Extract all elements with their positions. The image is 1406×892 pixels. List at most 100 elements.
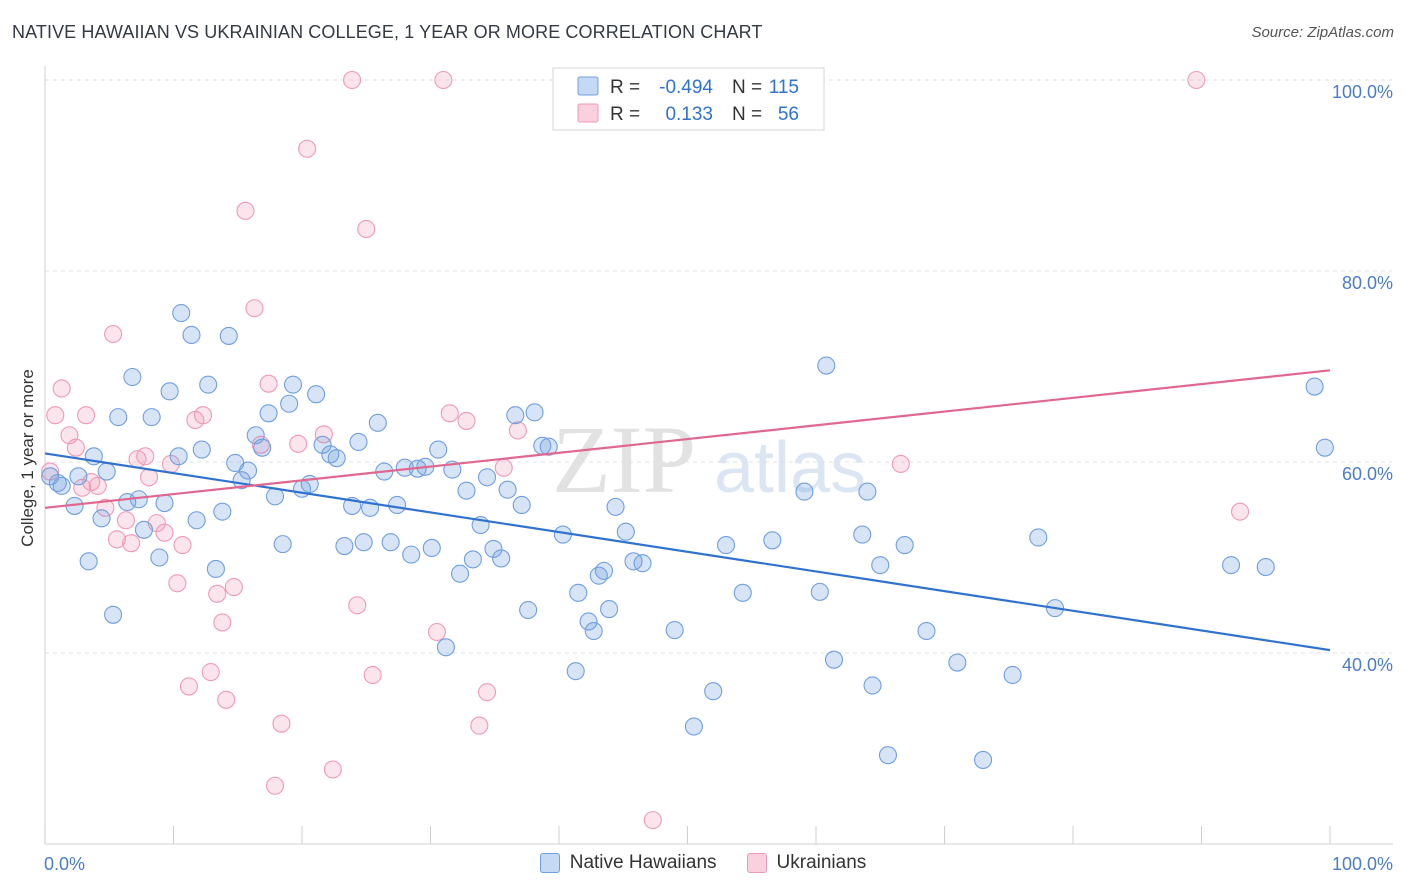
native-hawaiian-point-92 xyxy=(763,531,782,550)
native-hawaiian-point-95 xyxy=(817,356,836,375)
ukrainian-point-53 xyxy=(891,454,910,473)
native-hawaiian-point-111 xyxy=(1315,438,1334,457)
native-hawaiian-point-96 xyxy=(824,650,844,669)
gridlines xyxy=(45,79,1392,654)
ukrainian-point-42 xyxy=(363,665,382,685)
ukrainian-trend-line xyxy=(44,369,1331,509)
ukrainian-point-6 xyxy=(77,406,96,425)
ukrainian-point-34 xyxy=(265,776,285,795)
native-hawaiian-point-77 xyxy=(569,583,588,602)
native-hawaiian-point-25 xyxy=(206,559,225,579)
native-hawaiian-point-24 xyxy=(199,375,218,394)
native-hawaiian-point-41 xyxy=(313,435,332,454)
legend-n-value-1: 115 xyxy=(769,77,799,98)
source-label: Source: ZipAtlas.com xyxy=(1251,24,1394,41)
native-hawaiian-point-49 xyxy=(368,413,387,432)
legend-r-label-2: R = xyxy=(610,104,640,125)
ukrainian-point-11 xyxy=(107,530,127,549)
ukrainian-point-20 xyxy=(168,574,187,593)
native-hawaiian-point-94 xyxy=(810,582,829,601)
native-hawaiian-point-15 xyxy=(142,408,161,427)
native-hawaiian-point-32 xyxy=(253,438,272,457)
ukrainian-point-43 xyxy=(357,219,376,239)
native-hawaiian-point-14 xyxy=(134,520,153,539)
native-hawaiian-point-93 xyxy=(795,482,814,501)
ukrainian-point-28 xyxy=(217,690,236,709)
native-hawaiian-point-8 xyxy=(97,462,116,481)
native-hawaiian-point-12 xyxy=(123,367,142,387)
legend-r-label-1: R = xyxy=(610,77,640,98)
legend-n-value-2: 56 xyxy=(778,104,799,125)
ukrainian-point-52 xyxy=(643,811,662,830)
native-hawaiian-point-52 xyxy=(388,495,407,515)
native-hawaiian-point-4 xyxy=(69,467,88,486)
ukrainian-point-51 xyxy=(508,421,527,440)
ukrainian-point-24 xyxy=(194,406,213,425)
ukrainian-point-27 xyxy=(213,613,232,632)
native-hawaiian-point-87 xyxy=(665,621,684,640)
native-hawaiian-point-66 xyxy=(484,539,503,558)
y-tick-label-100: 100.0% xyxy=(1332,82,1393,102)
native-hawaiian-point-86 xyxy=(633,554,652,573)
native-hawaiian-point-62 xyxy=(457,481,476,500)
native-hawaiian-point-23 xyxy=(192,440,211,459)
ukrainian-point-8 xyxy=(88,476,107,495)
ukrainian-point-36 xyxy=(289,434,308,453)
native-hawaiian-point-17 xyxy=(155,494,174,513)
native-hawaiian-point-71 xyxy=(519,600,538,620)
y-tick-label-60: 60.0% xyxy=(1342,464,1393,484)
native-hawaiian-point-70 xyxy=(512,495,531,515)
legend-item-ukrainians: Ukrainians xyxy=(746,852,866,874)
native-hawaiian-point-82 xyxy=(589,566,608,585)
native-hawaiian-point-21 xyxy=(182,325,201,345)
native-hawaiian-point-27 xyxy=(219,326,238,345)
native-hawaiian-point-76 xyxy=(566,662,585,681)
native-hawaiian-point-81 xyxy=(600,600,619,619)
native-hawaiian-point-78 xyxy=(579,612,598,631)
ukrainian-point-40 xyxy=(343,70,362,90)
native-hawaiian-point-57 xyxy=(422,538,441,558)
native-hawaiian-point-99 xyxy=(863,676,882,695)
native-hawaiian-point-30 xyxy=(238,461,258,480)
ukrainian-point-55 xyxy=(1231,502,1250,521)
ukrainian-point-37 xyxy=(298,139,317,158)
native-hawaiian-point-98 xyxy=(858,482,877,501)
native-hawaiian-point-69 xyxy=(506,406,525,425)
native-hawaiian-point-89 xyxy=(704,682,723,701)
legend-n-label-1: N = xyxy=(732,77,762,98)
legend-r-value-1: -0.494 xyxy=(659,77,713,98)
native-hawaiian-point-106 xyxy=(1003,665,1022,685)
watermark: ZIP atlas xyxy=(552,406,866,513)
ukrainian-point-1 xyxy=(46,406,65,425)
native-hawaiian-point-7 xyxy=(92,509,111,528)
ukrainian-point-12 xyxy=(116,511,136,530)
legend-swatch-ukrainians xyxy=(746,853,767,873)
native-hawaiians-points xyxy=(41,303,1334,770)
ukrainian-point-46 xyxy=(440,404,459,423)
ukrainian-point-54 xyxy=(1187,70,1206,90)
native-hawaiian-point-43 xyxy=(327,449,346,468)
native-hawaiian-point-9 xyxy=(104,605,123,624)
native-hawaiian-point-74 xyxy=(539,437,558,456)
native-hawaiian-point-33 xyxy=(259,404,278,423)
native-hawaiian-point-47 xyxy=(354,533,373,552)
ukrainian-point-2 xyxy=(52,379,71,398)
series-legend: Native Hawaiians Ukrainians xyxy=(0,852,1406,874)
native-hawaiian-point-103 xyxy=(917,621,936,641)
ukrainian-point-29 xyxy=(224,578,243,597)
native-hawaiian-point-110 xyxy=(1305,377,1324,396)
ukrainian-point-49 xyxy=(477,683,497,702)
native-hawaiian-point-83 xyxy=(606,497,625,516)
ukrainian-point-33 xyxy=(259,374,278,393)
native-hawaiian-point-107 xyxy=(1029,528,1048,547)
native-hawaiian-point-51 xyxy=(381,533,400,552)
ukrainian-point-13 xyxy=(122,534,141,553)
ukrainian-point-48 xyxy=(470,716,489,735)
ukrainian-point-35 xyxy=(272,714,291,733)
native-hawaiian-point-79 xyxy=(584,621,603,641)
ukrainian-point-22 xyxy=(179,677,198,696)
native-hawaiian-point-5 xyxy=(79,552,98,571)
ukrainian-point-5 xyxy=(73,478,92,497)
native-hawaiian-point-44 xyxy=(335,536,354,556)
native-hawaiian-point-105 xyxy=(973,750,993,770)
